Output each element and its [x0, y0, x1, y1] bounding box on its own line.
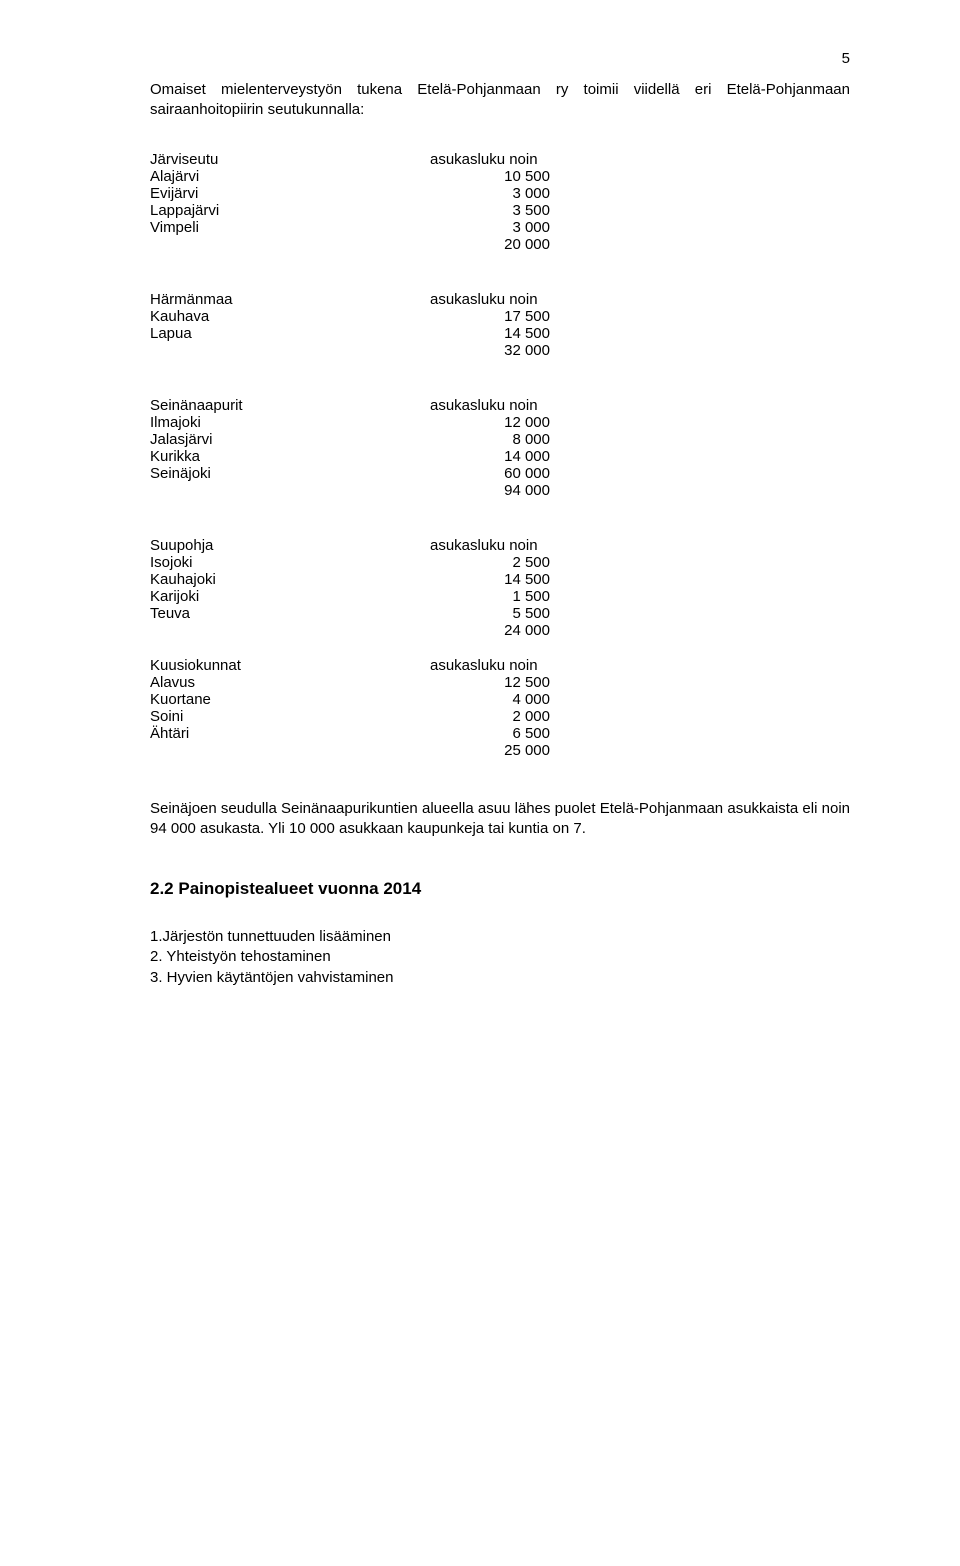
total-label: [150, 622, 430, 639]
municipality-name: Kuortane: [150, 691, 430, 708]
focus-item: 3. Hyvien käytäntöjen vahvistaminen: [150, 968, 850, 988]
municipality-value: 60 000: [430, 465, 550, 482]
total-value: 20 000: [430, 236, 550, 253]
region-name: Suupohja: [150, 537, 430, 554]
municipality-name: Karijoki: [150, 588, 430, 605]
municipality-name: Vimpeli: [150, 219, 430, 236]
intro-paragraph: Omaiset mielenterveystyön tukena Etelä-P…: [150, 80, 850, 121]
population-header: asukasluku noin: [430, 151, 550, 168]
section-kuusiokunnat: Kuusiokunnat asukasluku noin Alavus12 50…: [150, 657, 850, 759]
municipality-name: Lappajärvi: [150, 202, 430, 219]
total-label: [150, 236, 430, 253]
municipality-name: Lapua: [150, 325, 430, 342]
municipality-value: 17 500: [430, 308, 550, 325]
focus-item: 2. Yhteistyön tehostaminen: [150, 947, 850, 967]
total-label: [150, 482, 430, 499]
total-value: 94 000: [430, 482, 550, 499]
municipality-value: 5 500: [430, 605, 550, 622]
municipality-value: 2 000: [430, 708, 550, 725]
municipality-value: 3 000: [430, 219, 550, 236]
region-name: Järviseutu: [150, 151, 430, 168]
municipality-name: Alavus: [150, 674, 430, 691]
content: Omaiset mielenterveystyön tukena Etelä-P…: [150, 80, 850, 988]
municipality-name: Isojoki: [150, 554, 430, 571]
municipality-value: 2 500: [430, 554, 550, 571]
focus-heading: 2.2 Painopistealueet vuonna 2014: [150, 879, 850, 899]
municipality-name: Alajärvi: [150, 168, 430, 185]
total-value: 25 000: [430, 742, 550, 759]
region-name: Kuusiokunnat: [150, 657, 430, 674]
municipality-value: 1 500: [430, 588, 550, 605]
municipality-name: Kurikka: [150, 448, 430, 465]
page: 5 Omaiset mielenterveystyön tukena Etelä…: [0, 0, 960, 1566]
municipality-name: Ähtäri: [150, 725, 430, 742]
total-label: [150, 342, 430, 359]
municipality-name: Soini: [150, 708, 430, 725]
municipality-name: Ilmajoki: [150, 414, 430, 431]
body-paragraph: Seinäjoen seudulla Seinänaapurikuntien a…: [150, 799, 850, 840]
population-header: asukasluku noin: [430, 657, 550, 674]
municipality-value: 10 500: [430, 168, 550, 185]
population-header: asukasluku noin: [430, 397, 550, 414]
section-suupohja: Suupohja asukasluku noin Isojoki2 500 Ka…: [150, 537, 850, 639]
municipality-name: Evijärvi: [150, 185, 430, 202]
municipality-value: 12 000: [430, 414, 550, 431]
total-value: 24 000: [430, 622, 550, 639]
municipality-value: 14 500: [430, 571, 550, 588]
page-number: 5: [842, 50, 850, 67]
municipality-value: 14 500: [430, 325, 550, 342]
section-harmanmaa: Härmänmaa asukasluku noin Kauhava17 500 …: [150, 291, 850, 359]
section-jarviseutu: Järviseutu asukasluku noin Alajärvi10 50…: [150, 151, 850, 253]
region-name: Seinänaapurit: [150, 397, 430, 414]
population-header: asukasluku noin: [430, 291, 550, 308]
municipality-name: Kauhajoki: [150, 571, 430, 588]
municipality-name: Seinäjoki: [150, 465, 430, 482]
municipality-name: Teuva: [150, 605, 430, 622]
municipality-name: Kauhava: [150, 308, 430, 325]
municipality-name: Jalasjärvi: [150, 431, 430, 448]
region-name: Härmänmaa: [150, 291, 430, 308]
total-label: [150, 742, 430, 759]
population-header: asukasluku noin: [430, 537, 550, 554]
municipality-value: 14 000: [430, 448, 550, 465]
municipality-value: 6 500: [430, 725, 550, 742]
municipality-value: 8 000: [430, 431, 550, 448]
section-seinanaapurit: Seinänaapurit asukasluku noin Ilmajoki12…: [150, 397, 850, 499]
focus-item: 1.Järjestön tunnettuuden lisääminen: [150, 927, 850, 947]
total-value: 32 000: [430, 342, 550, 359]
municipality-value: 12 500: [430, 674, 550, 691]
municipality-value: 4 000: [430, 691, 550, 708]
municipality-value: 3 000: [430, 185, 550, 202]
municipality-value: 3 500: [430, 202, 550, 219]
